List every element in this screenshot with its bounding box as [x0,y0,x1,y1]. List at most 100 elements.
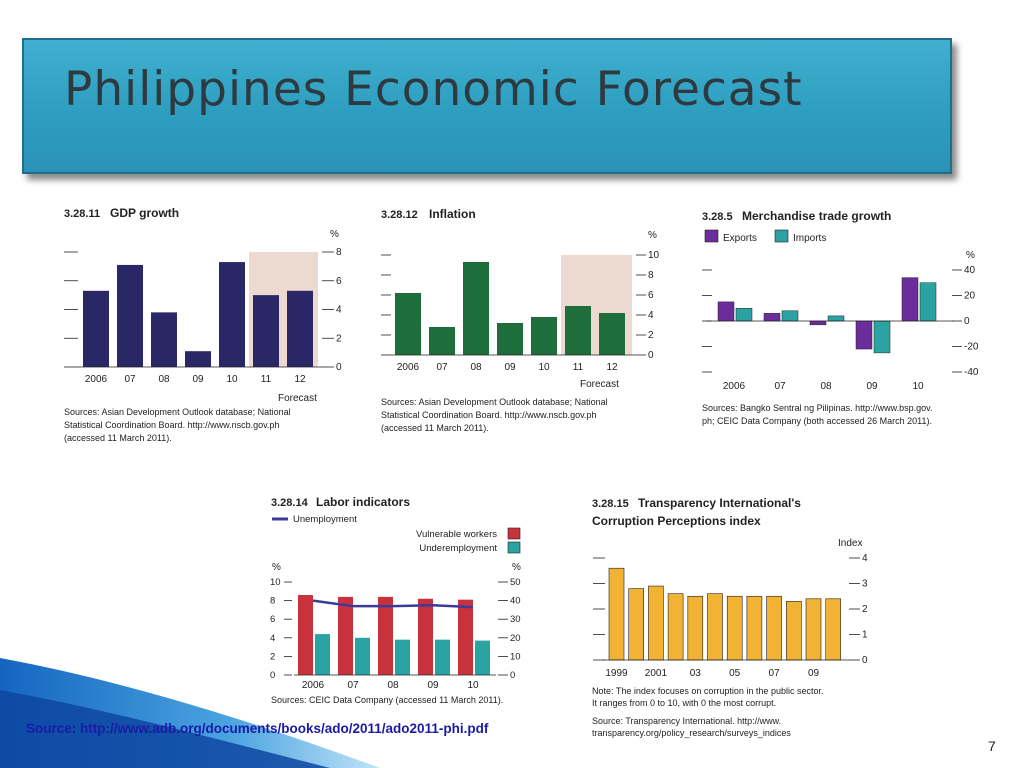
labor-underemployment-bar [475,640,490,675]
cpi-bar [805,598,822,661]
labor-source-line: Sources: CEIC Data Company (accessed 11 … [271,695,503,705]
labor-right-tick-label: 50 [510,577,521,588]
labor-right-tick-label: 40 [510,596,521,607]
cpi-note-line: Note: The index focuses on corruption in… [592,686,823,696]
cpi-y-tick-label: 3 [862,579,868,590]
labor-unemployment-line [312,599,474,609]
cpi-chart-title: Corruption Perceptions index [592,514,761,528]
inflation-y-tick-label: 4 [648,310,654,321]
labor-right-tick-label: 10 [510,651,521,662]
cpi-bar [766,595,782,661]
trade-x-tick-label: 10 [912,381,924,392]
inflation-y-tick-label: 8 [648,270,654,281]
inflation-chart-title: Inflation [429,207,476,221]
gdp-bar [117,264,143,367]
gdp-x-tick-label: 2006 [85,374,108,385]
trade-legend-label: Imports [793,233,826,244]
labor-legend-swatch [507,527,521,540]
labor-legend-label: Underemployment [419,543,497,554]
gdp-source-line: Statistical Coordination Board. http://w… [64,420,279,430]
inflation-source-line: (accessed 11 March 2011). [381,423,489,433]
cpi-source-line: transparency.org/policy_research/surveys… [592,728,791,738]
cpi-x-tick-label: 03 [690,668,702,679]
gdp-chart-title: GDP growth [110,206,179,220]
gdp-x-tick-label: 12 [294,374,306,385]
labor-underemployment-bar [395,639,410,675]
gdp-x-tick-label: 11 [261,374,272,385]
trade-x-tick-label: 07 [774,381,786,392]
trade-chart-number: 3.28.5 [702,211,733,223]
cpi-bar [785,601,802,661]
labor-chart: 3.28.14 Labor indicators Unemployment Vulne… [270,495,521,705]
trade-bar [827,315,845,322]
labor-left-tick-label: 6 [270,614,275,625]
inflation-unit-label: % [648,230,657,241]
gdp-bar [287,290,313,367]
labor-legend-label: Vulnerable workers [416,529,497,540]
gdp-bar [151,312,177,367]
inflation-x-tick-label: 09 [504,362,516,373]
inflation-chart: 3.28.12 Inflation% 2006 07 08 09 10 11 12 0 2 4 6 8 10… [381,207,660,433]
trade-y-tick-label: 20 [964,291,976,302]
gdp-y-tick-label: 4 [336,305,342,316]
cpi-x-tick-label: 1999 [605,668,628,679]
gdp-x-tick-label: 10 [226,374,238,385]
trade-y-tick-label: -40 [964,367,979,378]
trade-bar [919,282,937,322]
source-link[interactable]: Source: http://www.adb.org/documents/boo… [26,721,489,736]
gdp-bar [219,262,245,367]
cpi-bar [687,595,704,661]
trade-unit-label: % [966,250,975,261]
inflation-x-tick-label: 07 [436,362,448,373]
cpi-chart: 3.28.15 Transparency International's Corru… [592,496,868,738]
gdp-source-line: Sources: Asian Development Outlook datab… [64,407,291,417]
cpi-bar [746,595,763,661]
labor-vulnerable-bar [458,599,473,675]
labor-underemployment-bar [315,634,330,675]
labor-chart-title: Labor indicators [316,495,410,509]
trade-source-line: ph; CEIC Data Company (both accessed 26 … [702,416,932,426]
cpi-bar [628,588,645,661]
inflation-x-tick-label: 08 [470,362,482,373]
cpi-y-tick-label: 4 [862,553,868,564]
trade-bar [717,301,735,322]
cpi-bar [667,593,684,661]
gdp-y-tick-label: 2 [336,333,342,344]
cpi-chart-number: 3.28.15 [592,498,629,510]
inflation-y-tick-label: 2 [648,330,654,341]
gdp-y-tick-label: 0 [336,362,342,373]
cpi-y-tick-label: 2 [862,604,868,615]
labor-right-unit-label: % [512,562,521,573]
labor-vulnerable-bar [298,595,313,675]
trade-y-tick-label: 40 [964,265,976,276]
labor-left-unit-label: % [272,562,281,573]
inflation-y-tick-label: 6 [648,290,654,301]
cpi-y-tick-label: 0 [862,655,868,666]
gdp-bar [253,295,279,367]
inflation-x-tick-label: 2006 [397,362,420,373]
inflation-y-tick-label: 10 [648,250,660,261]
labor-left-tick-label: 0 [270,670,275,681]
gdp-chart: 3.28.11 GDP growth% 2006 07 08 09 10 11 12 0 2 4 6 8 F… [64,206,342,443]
trade-x-tick-label: 2006 [723,381,746,392]
labor-legend-swatch [507,541,521,554]
gdp-y-tick-label: 6 [336,276,342,287]
inflation-bar [429,327,455,355]
trade-bar [763,313,781,322]
inflation-bar [463,262,489,355]
title-banner: Philippines Economic Forecast [22,38,952,174]
gdp-bar [185,351,211,367]
labor-x-tick-label: 08 [387,680,399,691]
labor-right-tick-label: 20 [510,633,521,644]
labor-vulnerable-bar [338,596,353,675]
labor-chart-number: 3.28.14 [271,497,309,509]
cpi-chart-title: Transparency International's [638,496,801,510]
inflation-source-line: Sources: Asian Development Outlook datab… [381,397,608,407]
inflation-bar [531,317,557,355]
gdp-bar [83,290,109,367]
labor-left-tick-label: 4 [270,633,275,644]
trade-chart: 3.28.5 Merchandise trade growth Exports Imp… [702,209,979,426]
cpi-x-tick-label: 05 [729,668,741,679]
